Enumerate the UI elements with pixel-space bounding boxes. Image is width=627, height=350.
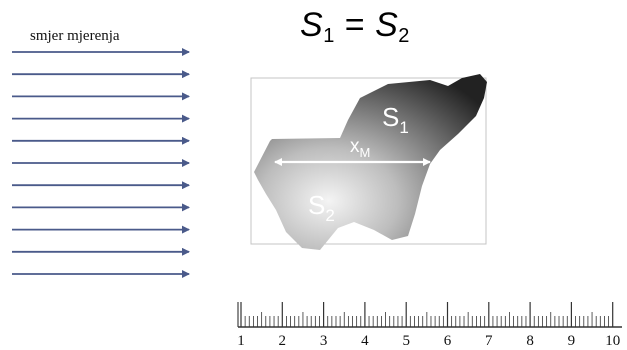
region-s2-label: S2: [308, 190, 335, 225]
area-equation: S1 = S2: [300, 6, 410, 48]
ruler-number: 5: [402, 333, 410, 349]
measurement-arrows: [12, 48, 190, 278]
ruler-number: 1: [237, 333, 245, 349]
region-s1-label: S1: [382, 102, 409, 137]
ruler-number: 4: [361, 333, 369, 349]
ruler-number: 8: [526, 333, 534, 349]
ruler-number: 2: [279, 333, 287, 349]
ruler-number: 3: [320, 333, 328, 349]
ruler-number: 10: [605, 333, 620, 349]
equation-rhs-sub: 2: [398, 25, 410, 47]
ruler-ticks: [240, 302, 614, 327]
ruler-number: 6: [444, 333, 452, 349]
equation-lhs-sub: 1: [323, 25, 335, 47]
equation-equals: =: [334, 6, 376, 44]
ruler: 1 2 3 4 5 6 7 8 9 10: [237, 302, 622, 349]
shape-frame: [250, 77, 487, 245]
measurement-direction-label: smjer mjerenja: [30, 28, 120, 44]
equation-lhs: S: [300, 6, 324, 44]
ruler-numbers: 1 2 3 4 5 6 7 8 9 10: [237, 333, 620, 349]
equation-rhs: S: [375, 6, 399, 44]
ruler-number: 7: [485, 333, 493, 349]
ruler-number: 9: [568, 333, 576, 349]
measure-xm-label: xM: [350, 136, 370, 160]
